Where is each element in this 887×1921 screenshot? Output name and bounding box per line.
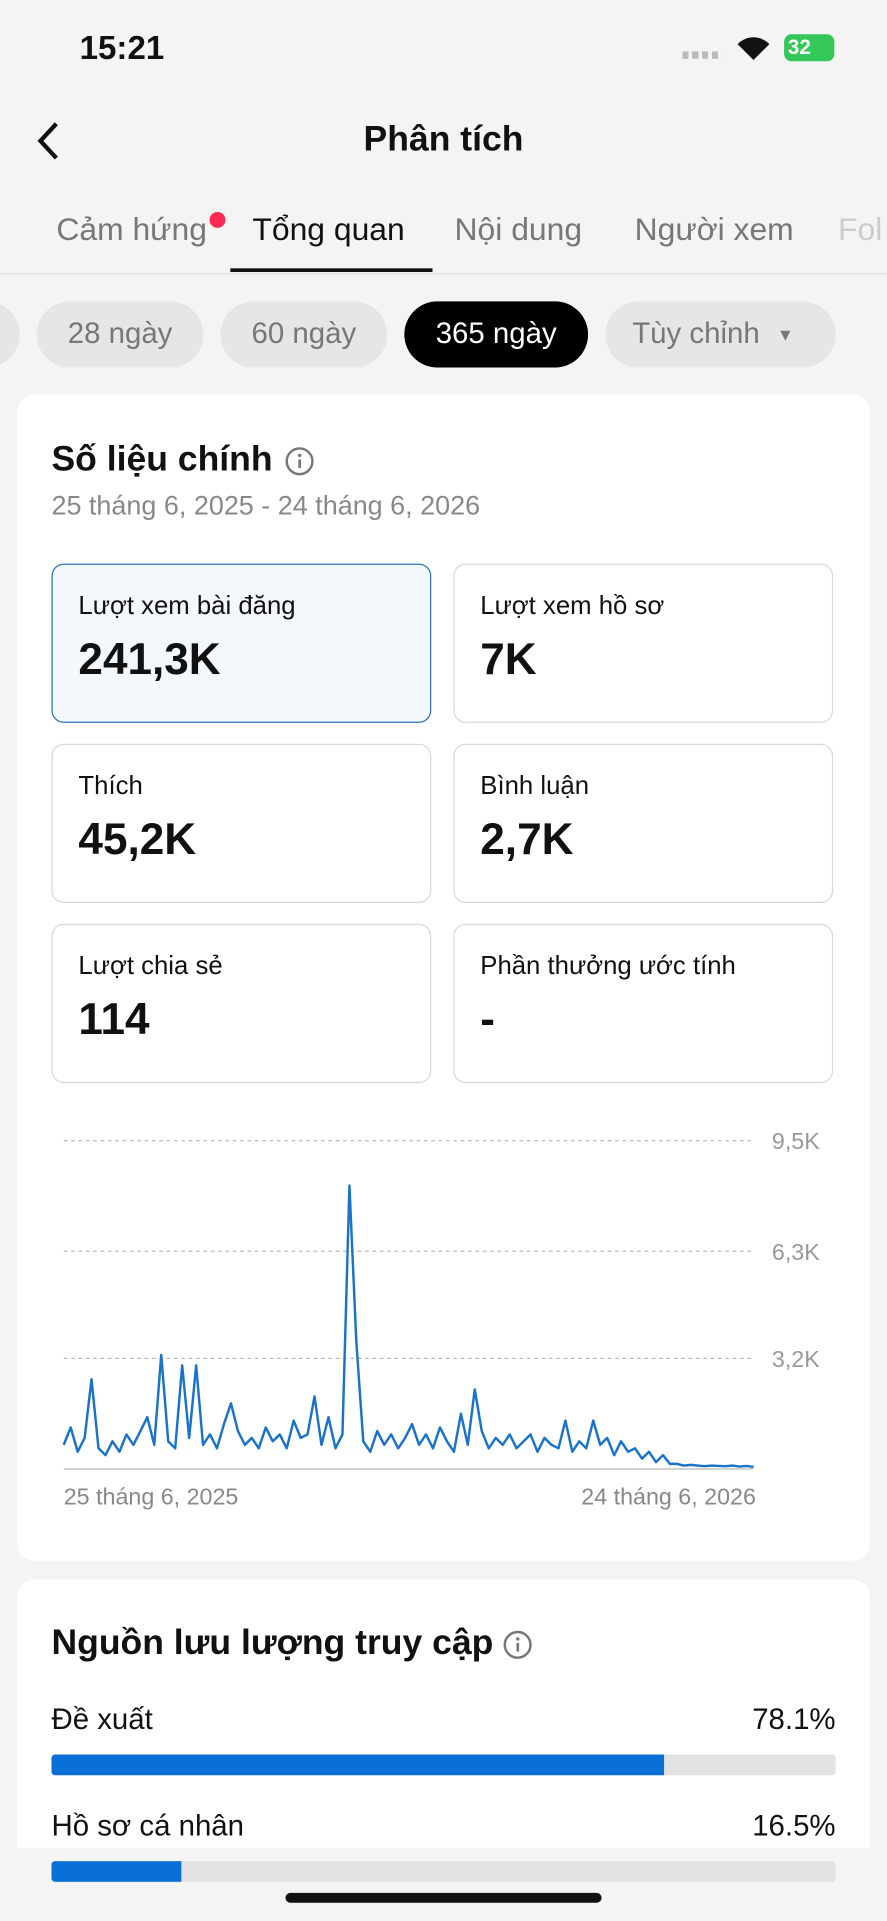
section-title: Số liệu chính (51, 439, 273, 480)
page-title: Phân tích (363, 120, 524, 160)
metric-value: 241,3K (78, 633, 221, 684)
metric-label: Thích (78, 771, 143, 801)
range-pill[interactable]: 60 ngày (220, 301, 388, 368)
info-icon[interactable] (284, 446, 315, 477)
tab-underline (230, 268, 433, 272)
metric-card[interactable]: Lượt xem bài đăng 241,3K (51, 563, 432, 723)
x-tick-label: 25 tháng 6, 2025 (64, 1484, 239, 1510)
metric-card[interactable]: Bình luận 2,7K (453, 743, 834, 903)
metric-value: - (480, 993, 495, 1044)
bar-fill (51, 1754, 664, 1776)
status-time: 15:21 (79, 29, 165, 67)
source-value: 16.5% (752, 1809, 836, 1843)
notification-dot (209, 211, 226, 228)
divider (0, 273, 887, 275)
y-tick-label: 6,3K (772, 1239, 820, 1265)
y-tick-label: 3,2K (772, 1346, 820, 1372)
metric-label: Lượt xem hồ sơ (480, 591, 665, 620)
metric-value: 114 (78, 993, 150, 1044)
back-button[interactable] (34, 120, 63, 162)
metric-value: 2,7K (480, 813, 574, 864)
tab-active[interactable]: Tổng quan (252, 210, 405, 248)
info-icon[interactable] (502, 1630, 533, 1661)
home-indicator (285, 1892, 602, 1903)
line-chart: 3,2K 6,3K 9,5K 25 tháng 6, 2025 24 tháng 6, … (62, 1128, 820, 1510)
tab[interactable]: Người xem (634, 210, 794, 248)
source-name: Hồ sơ cá nhân (51, 1809, 245, 1843)
source-value: 78.1% (752, 1703, 836, 1737)
metric-value: 45,2K (78, 813, 197, 864)
range-dropdown[interactable]: Tùy chỉnh ▼ (605, 301, 836, 368)
bar-fill (51, 1861, 181, 1882)
section-title: Nguồn lưu lượng truy cập (51, 1623, 494, 1663)
source-name: Đề xuất (51, 1703, 153, 1737)
metric-label: Bình luận (480, 771, 590, 801)
range-pill-active[interactable]: 365 ngày (404, 301, 589, 368)
range-pill[interactable] (0, 301, 20, 368)
metric-label: Phần thưởng ước tính (480, 951, 736, 981)
caret: ▼ (776, 324, 794, 345)
range-label: Tùy chỉnh (632, 317, 760, 351)
tab[interactable]: Fol (838, 210, 883, 248)
metric-card[interactable]: Lượt xem hồ sơ 7K (453, 563, 834, 723)
metric-card[interactable]: Thích 45,2K (51, 743, 432, 903)
home-area (0, 1847, 887, 1921)
tab[interactable]: Nội dung (454, 210, 583, 248)
range-pill[interactable]: 28 ngày (36, 301, 204, 368)
wifi-icon (737, 37, 770, 61)
bar-track (51, 1861, 836, 1882)
metric-label: Lượt chia sẻ (78, 951, 223, 981)
signal (682, 51, 722, 59)
x-tick-label: 24 tháng 6, 2026 (581, 1484, 756, 1510)
metric-label: Lượt xem bài đăng (78, 591, 296, 620)
metric-card[interactable]: Lượt chia sẻ 114 (51, 923, 432, 1084)
date-range: 25 tháng 6, 2025 - 24 tháng 6, 2026 (51, 490, 481, 521)
metric-card[interactable]: Phần thưởng ước tính - (453, 923, 834, 1084)
bar-track (51, 1754, 836, 1776)
data-line (62, 1184, 754, 1469)
battery: 32 (784, 34, 835, 62)
metric-value: 7K (480, 633, 537, 684)
y-tick-label: 9,5K (772, 1128, 820, 1154)
tab[interactable]: Cảm hứng (56, 210, 207, 248)
